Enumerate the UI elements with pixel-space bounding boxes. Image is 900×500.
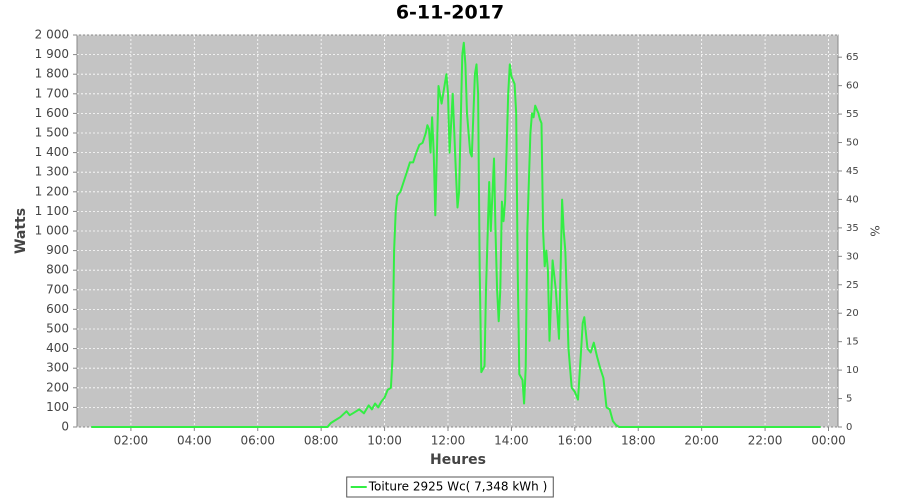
x-tick-label: 10:00 [367,434,402,448]
y-tick-label: 400 [46,341,69,355]
y-tick-label: 500 [46,322,69,336]
y2-tick-label: 0 [846,422,852,433]
y-tick-label: 1 000 [35,224,69,238]
y-tick-label: 200 [46,380,69,394]
x-tick-label: 06:00 [240,434,275,448]
y-tick-label: 800 [46,263,69,277]
y2-tick-label: 5 [846,394,852,405]
legend-label: Toiture 2925 Wc( 7,348 kWh ) [368,480,548,494]
x-tick-label: 12:00 [431,434,466,448]
y2-tick-label: 10 [846,365,859,376]
y-tick-label: 1 600 [35,106,69,120]
y2-tick-label: 40 [846,194,859,205]
y-tick-label: 1 500 [35,126,69,140]
y2-tick-label: 50 [846,138,859,149]
y-tick-label: 700 [46,282,69,296]
y-tick-label: 1 700 [35,86,69,100]
y-tick-label: 2 000 [35,28,69,42]
x-tick-label: 14:00 [494,434,529,448]
y2-tick-label: 60 [846,81,859,92]
chart-title: 6-11-2017 [396,2,504,24]
x-tick-label: 16:00 [558,434,593,448]
x-tick-label: 22:00 [748,434,783,448]
y2-tick-label: 20 [846,308,859,319]
legend-box [346,476,554,498]
y2-axis-label: % [868,225,882,236]
y-tick-label: 900 [46,243,69,257]
y-tick-label: 1 900 [35,47,69,61]
x-axis-label: Heures [430,452,486,468]
x-tick-label: 02:00 [114,434,149,448]
x-tick-label: 00:00 [811,434,846,448]
y2-tick-label: 25 [846,280,859,291]
y2-tick-label: 30 [846,251,859,262]
y-tick-label: 1 400 [35,145,69,159]
y-tick-label: 1 300 [35,165,69,179]
x-tick-label: 18:00 [621,434,656,448]
legend: Toiture 2925 Wc( 7,348 kWh ) [346,476,554,498]
y-tick-label: 1 800 [35,67,69,81]
y-tick-label: 1 100 [35,204,69,218]
y-tick-label: 300 [46,361,69,375]
y-tick-label: 1 200 [35,184,69,198]
x-tick-label: 04:00 [177,434,212,448]
y-tick-label: 600 [46,302,69,316]
y2-tick-label: 45 [846,166,859,177]
y2-tick-label: 65 [846,52,859,63]
y-tick-label: 100 [46,400,69,414]
y2-tick-label: 35 [846,223,859,234]
x-tick-label: 20:00 [684,434,719,448]
y-tick-label: 0 [61,420,69,434]
y-axis-label: Watts [13,208,29,254]
y2-tick-label: 55 [846,109,859,120]
x-tick-label: 08:00 [304,434,339,448]
data-line [91,41,821,428]
y2-tick-label: 15 [846,337,859,348]
